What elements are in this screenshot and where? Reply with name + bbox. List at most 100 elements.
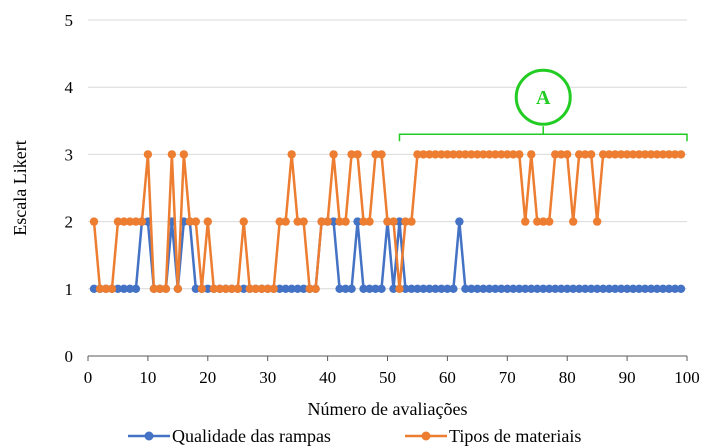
data-point	[431, 150, 440, 159]
data-point	[533, 217, 542, 226]
data-point	[628, 150, 638, 159]
data-point	[401, 217, 410, 226]
data-point	[557, 284, 566, 293]
y-tick-label: 4	[65, 78, 74, 97]
data-point	[179, 150, 189, 159]
data-point	[598, 150, 608, 159]
data-point	[479, 150, 488, 159]
data-point	[317, 217, 326, 226]
data-point	[640, 150, 650, 159]
data-point	[521, 217, 530, 226]
data-point	[407, 217, 416, 226]
data-point	[299, 217, 308, 226]
y-tick-label: 3	[65, 145, 74, 164]
data-point	[455, 217, 464, 226]
data-point	[568, 284, 578, 293]
data-point	[604, 284, 614, 293]
x-tick-label: 30	[259, 368, 276, 387]
data-point	[664, 150, 674, 159]
data-point	[676, 150, 686, 159]
data-point	[616, 150, 626, 159]
data-point	[125, 217, 135, 226]
data-point	[347, 284, 356, 293]
data-point	[113, 217, 123, 226]
data-point	[407, 284, 416, 293]
data-point	[592, 284, 602, 293]
y-tick-label: 0	[65, 347, 74, 366]
x-tick-label: 100	[674, 368, 700, 387]
data-point	[604, 150, 614, 159]
x-tick-label: 40	[319, 368, 336, 387]
data-point	[257, 284, 266, 293]
data-point	[592, 217, 602, 226]
legend-item-qualidade: Qualidade das rampas	[128, 426, 331, 446]
data-point	[305, 284, 314, 293]
x-tick-label: 20	[199, 368, 216, 387]
data-point	[89, 217, 99, 226]
data-point	[419, 150, 428, 159]
data-point	[341, 284, 350, 293]
data-point	[413, 284, 422, 293]
data-point	[670, 284, 680, 293]
data-point	[371, 150, 380, 159]
data-point	[485, 284, 494, 293]
data-point	[497, 150, 506, 159]
data-point	[515, 150, 524, 159]
data-point	[113, 284, 123, 293]
data-point	[646, 284, 656, 293]
data-point	[509, 284, 518, 293]
data-point	[329, 217, 338, 226]
data-point	[574, 150, 584, 159]
data-point	[580, 284, 590, 293]
data-point	[395, 217, 404, 226]
legend-marker-qualidade	[144, 431, 154, 441]
data-point	[377, 284, 386, 293]
data-point	[527, 150, 536, 159]
data-point	[664, 284, 674, 293]
data-point	[610, 284, 620, 293]
data-point	[329, 150, 338, 159]
series-layer	[89, 150, 686, 293]
data-point	[251, 284, 260, 293]
legend-marker-tipos	[421, 431, 431, 441]
y-tick-label: 1	[65, 280, 74, 299]
data-point	[95, 284, 105, 293]
data-point	[628, 284, 638, 293]
data-point	[676, 284, 686, 293]
annotation-bracket: A	[398, 68, 688, 142]
data-point	[437, 284, 446, 293]
data-point	[449, 150, 458, 159]
data-point	[640, 284, 650, 293]
data-point	[281, 217, 290, 226]
data-point	[634, 284, 644, 293]
data-point	[473, 284, 482, 293]
data-point	[646, 150, 656, 159]
data-point	[634, 150, 644, 159]
data-point	[239, 217, 248, 226]
data-point	[455, 150, 464, 159]
data-point	[527, 284, 536, 293]
data-point	[449, 284, 458, 293]
data-point	[425, 284, 434, 293]
data-point	[419, 284, 428, 293]
legend-label-qualidade: Qualidade das rampas	[172, 426, 331, 446]
x-tick-label: 60	[439, 368, 456, 387]
annotation-circle	[514, 68, 572, 126]
data-point	[509, 150, 518, 159]
series-line	[93, 220, 682, 291]
data-point	[281, 284, 290, 293]
data-point	[652, 150, 662, 159]
x-tick-label: 10	[139, 368, 156, 387]
data-point	[287, 284, 296, 293]
axes	[87, 355, 688, 361]
data-point	[233, 284, 242, 293]
data-point	[598, 284, 608, 293]
data-point	[191, 217, 201, 226]
x-tick-label: 50	[379, 368, 396, 387]
data-point	[568, 217, 578, 226]
data-point	[622, 284, 632, 293]
data-point	[610, 150, 620, 159]
y-tick-label: 5	[65, 11, 74, 30]
data-point	[263, 284, 272, 293]
data-point	[371, 284, 380, 293]
